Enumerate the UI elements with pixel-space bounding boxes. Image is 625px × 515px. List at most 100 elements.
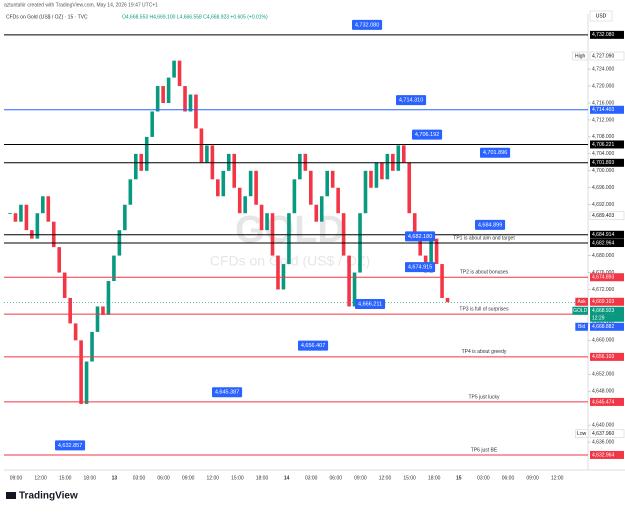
x-tick-label: 06:00 [157, 475, 170, 481]
x-tick-label: 06:00 [330, 475, 343, 481]
candle [95, 306, 100, 332]
candle [352, 272, 357, 307]
candle [216, 179, 220, 197]
level-note: TP1 is about aim and target [453, 235, 515, 241]
candle [232, 153, 237, 188]
candle [380, 162, 384, 180]
logo: TradingView [6, 491, 78, 502]
callout-label: 4,732.080 [355, 22, 379, 28]
y-tick-label: 4,676.000 [592, 270, 614, 276]
candle [374, 162, 379, 188]
price-tag-name-box [572, 306, 588, 315]
y-tick-label: 4,716.000 [592, 100, 614, 106]
candle [429, 238, 433, 273]
x-tick-label: 12:00 [379, 475, 392, 481]
callout-label: 4,714.310 [399, 98, 423, 104]
callout-label: 4,632.857 [58, 443, 82, 449]
candle [292, 179, 297, 214]
callout [405, 231, 436, 242]
level-tag-label: 4,714.403 [592, 107, 614, 113]
candle [418, 238, 422, 256]
x-tick-label: 03:00 [477, 475, 490, 481]
candle [237, 187, 242, 214]
candle [199, 128, 204, 163]
callout [212, 387, 243, 398]
x-tick-label: 18:00 [428, 475, 441, 481]
candle [79, 340, 83, 404]
level-tag-label: 4,674.893 [592, 275, 614, 281]
callout-label: 4,645.387 [215, 390, 239, 396]
level-note: TP4 is about greedy [462, 349, 507, 355]
x-tick-label: 15 [456, 475, 462, 481]
y-tick-label: 4,724.000 [592, 66, 614, 72]
candle [445, 297, 450, 303]
level-tag-label: 4,732.080 [592, 32, 614, 38]
candle [101, 306, 105, 315]
price-tag-name: High [575, 53, 586, 59]
x-tick-label: 09:00 [182, 475, 195, 481]
x-tick-label: 03:00 [133, 475, 146, 481]
price-tag-name: Bid [578, 324, 585, 330]
x-tick-label: 12:00 [551, 475, 564, 481]
candle [265, 213, 269, 231]
x-tick-label: 09:00 [526, 475, 539, 481]
candle [434, 238, 439, 265]
price-tag-name: Ask [577, 299, 586, 305]
level-note: TP6 just BE [471, 447, 498, 453]
y-tick-label: 4,680.000 [592, 253, 614, 259]
currency-button[interactable] [589, 10, 613, 22]
candle [133, 153, 138, 180]
candle [123, 204, 127, 231]
x-tick-label: 18:00 [84, 475, 97, 481]
candle [166, 77, 171, 104]
y-tick-label: 4,704.000 [592, 151, 614, 157]
x-tick-label: 09:00 [354, 475, 367, 481]
y-tick-label: 4,692.000 [592, 202, 614, 208]
price-tag-name-box [575, 322, 588, 331]
x-tick-label: 06:00 [502, 475, 515, 481]
price-tag [589, 429, 625, 439]
candle [46, 196, 51, 222]
candle [347, 255, 351, 307]
candle [84, 361, 89, 404]
level-tag [590, 239, 624, 248]
candle [407, 162, 412, 214]
callout-label: 4,666.211 [358, 301, 382, 307]
callout [480, 147, 511, 158]
callout [396, 95, 427, 106]
candle [24, 204, 29, 231]
callout [352, 19, 383, 30]
callout-label: 4,706.192 [415, 132, 439, 138]
candle [369, 170, 373, 188]
candle [396, 145, 401, 171]
candle [177, 60, 182, 87]
candle [401, 145, 406, 163]
currency[interactable]: USD [596, 13, 607, 19]
y-tick-label: 4,712.000 [592, 117, 614, 123]
candle [35, 213, 40, 239]
callout [405, 262, 436, 273]
candle [325, 170, 330, 197]
candle [73, 323, 78, 341]
candle [412, 213, 417, 239]
candle [19, 204, 23, 222]
level-tag [590, 105, 624, 114]
candle [205, 145, 209, 163]
level-tag-label: 4,682.964 [592, 240, 614, 246]
candle [363, 170, 368, 214]
ohlc: O4,668.553 H4,669.100 L4,666.558 C4,668.… [122, 14, 268, 20]
callout-label: 4,684.899 [478, 222, 502, 228]
level-tag-label: 4,701.893 [592, 160, 614, 166]
candle [57, 247, 62, 273]
callout-label: 4,674.915 [408, 265, 432, 271]
level-note: TP2 is about bonuses [460, 270, 509, 276]
y-tick-label: 4,720.000 [592, 83, 614, 89]
candle [144, 136, 149, 171]
price-tag-name: Low [577, 431, 587, 437]
y-tick-label: 4,640.000 [592, 422, 614, 428]
y-tick-label: 4,660.000 [592, 338, 614, 344]
logo-icon [6, 492, 16, 499]
